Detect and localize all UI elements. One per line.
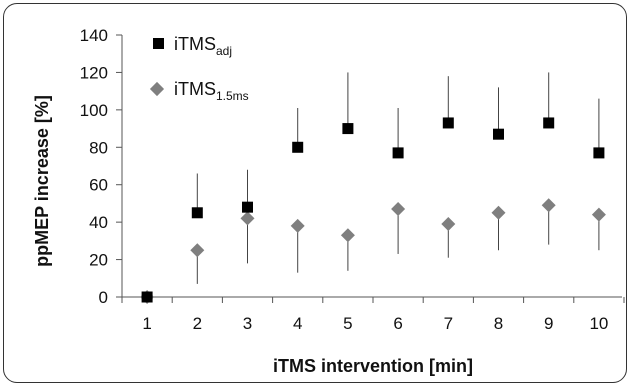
y-tick-label: 80 <box>89 138 108 157</box>
data-point-itms-adj <box>392 147 404 159</box>
data-point-itms-1-5ms <box>441 217 456 232</box>
y-tick-label: 0 <box>99 288 108 307</box>
legend: iTMSadj iTMS1.5ms <box>149 34 249 103</box>
x-tick-label: 9 <box>544 314 553 333</box>
x-tick-label: 1 <box>142 314 151 333</box>
data-point-itms-1-5ms <box>491 205 506 220</box>
data-point-itms-1-5ms <box>340 228 355 243</box>
legend-marker-itms-1-5ms <box>149 81 165 97</box>
legend-label-itms-adj: iTMSadj <box>174 34 232 58</box>
data-point-itms-1-5ms <box>240 211 255 226</box>
x-tick-label: 6 <box>393 314 402 333</box>
legend-label-itms-1-5ms: iTMS1.5ms <box>174 79 249 103</box>
data-point-itms-1-5ms <box>290 218 305 233</box>
data-point-itms-adj <box>493 128 504 140</box>
plot-area: 0 20 40 60 80 100 120 140 1 2 3 4 5 6 7 8 9 10 <box>80 26 625 333</box>
y-axis-title: ppMEP increase [%] <box>32 95 52 267</box>
x-tick-label: 5 <box>343 314 352 333</box>
data-point-itms-adj <box>292 141 304 153</box>
x-tick-label: 8 <box>494 314 503 333</box>
x-tick-label: 2 <box>193 314 202 333</box>
data-point-itms-adj <box>442 117 454 129</box>
y-tick-label: 140 <box>80 26 108 45</box>
x-axis-title: iTMS intervention [min] <box>273 356 473 376</box>
y-tick-label: 100 <box>80 101 108 120</box>
x-tick-label: 10 <box>589 314 608 333</box>
x-tick-label: 4 <box>293 314 302 333</box>
data-point-itms-adj <box>191 207 203 219</box>
legend-marker-itms-adj <box>153 38 164 49</box>
x-tick-label: 7 <box>444 314 453 333</box>
y-tick-label: 40 <box>89 213 108 232</box>
data-point-itms-adj <box>543 117 555 129</box>
y-tick-label: 120 <box>80 63 108 82</box>
data-point-itms-adj <box>342 123 354 135</box>
y-tick-label: 60 <box>89 176 108 195</box>
data-point-itms-1-5ms <box>190 243 205 258</box>
data-point-itms-1-5ms <box>391 202 406 217</box>
data-point-itms-1-5ms <box>541 198 556 213</box>
data-point-itms-adj <box>141 291 153 303</box>
data-point-itms-adj <box>242 201 253 213</box>
y-tick-label: 20 <box>89 251 108 270</box>
data-point-itms-adj <box>593 147 605 159</box>
data-point-itms-1-5ms <box>591 207 606 222</box>
x-tick-label: 3 <box>243 314 252 333</box>
